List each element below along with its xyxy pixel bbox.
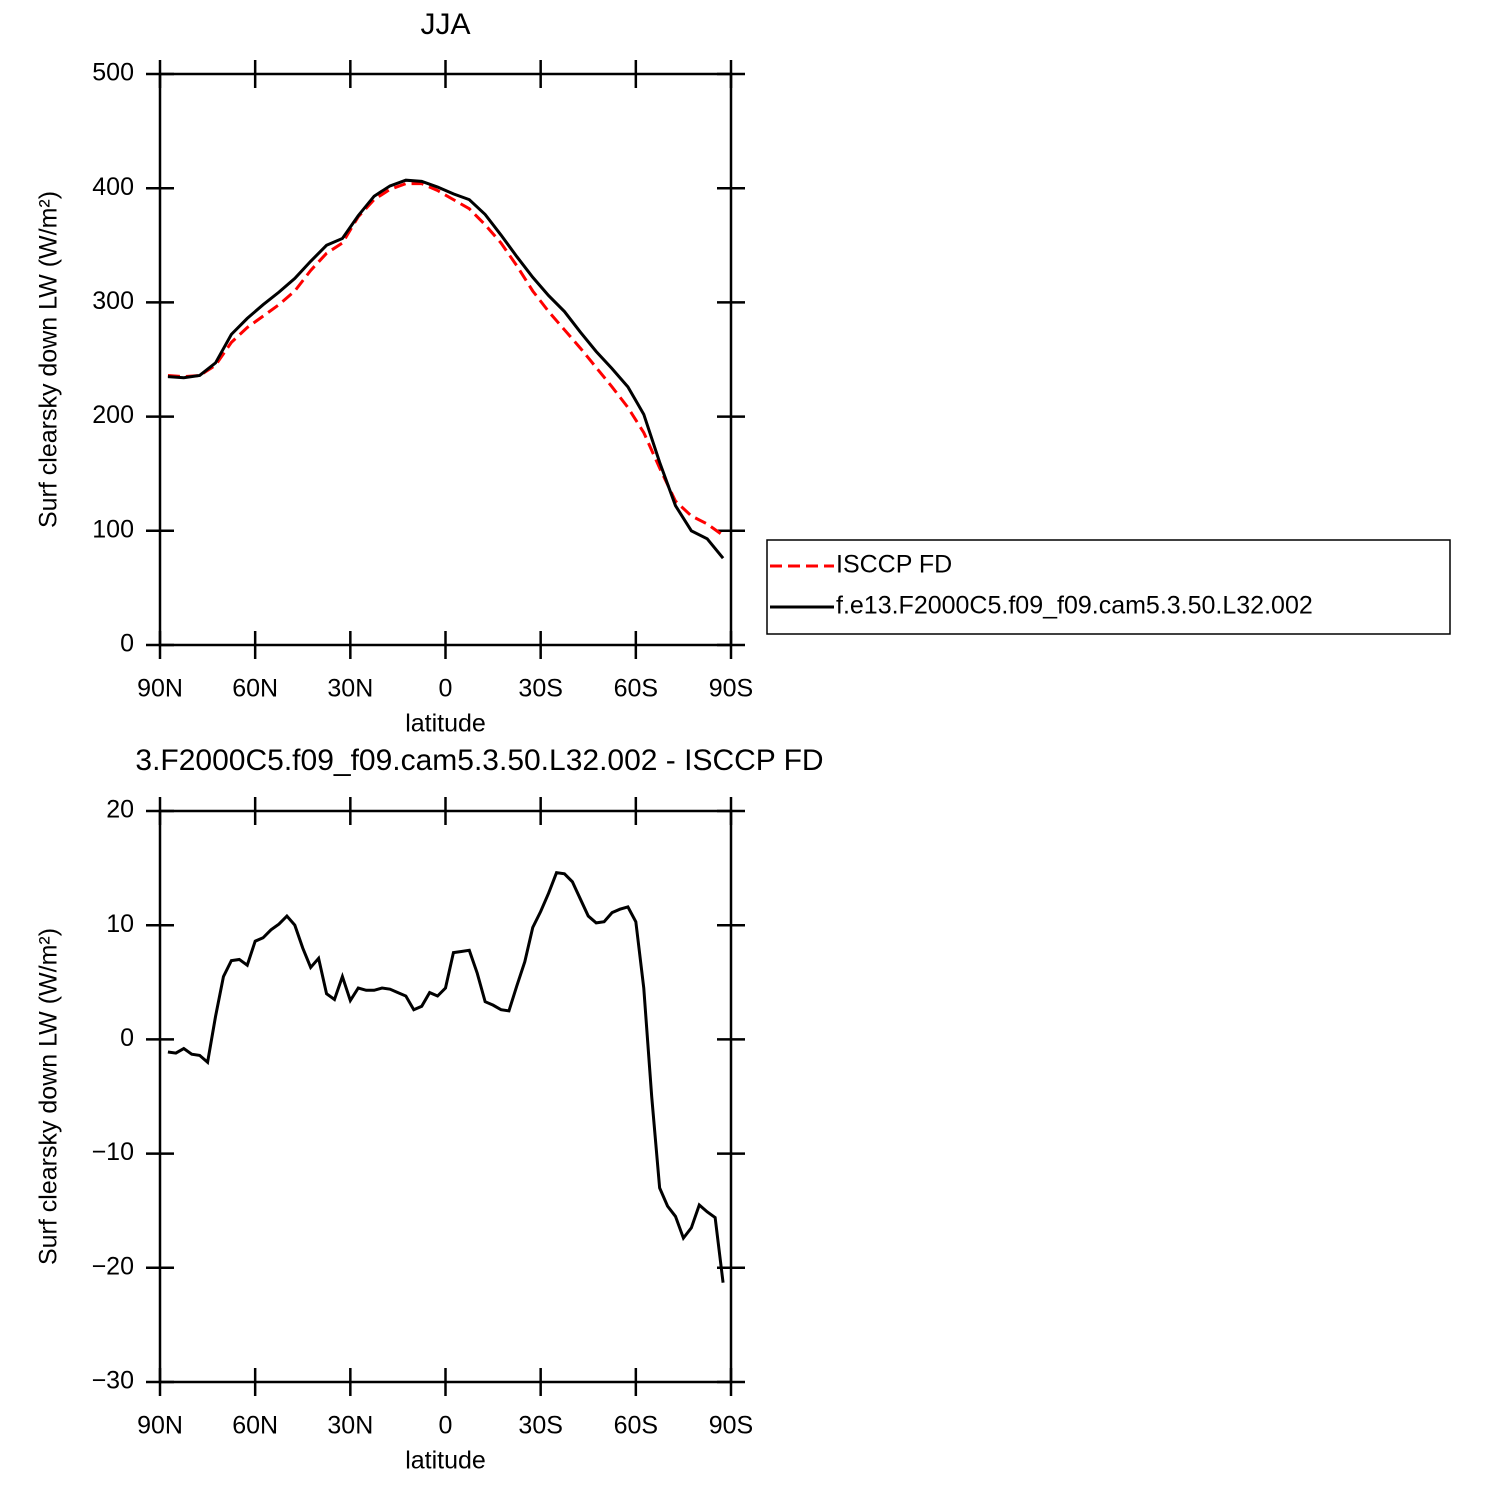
y-tick-label: −30: [92, 1367, 134, 1395]
data-line: [167, 178, 725, 560]
legend-label: ISCCP FD: [836, 551, 952, 579]
data-line: [167, 871, 725, 1283]
x-tick-label: 0: [439, 675, 453, 703]
y-axis-label: Surf clearsky down LW (W/m²): [35, 191, 63, 528]
y-tick-label: 500: [92, 59, 134, 87]
legend-label: f.e13.F2000C5.f09_f09.cam5.3.50.L32.002: [836, 592, 1313, 620]
x-tick-label: 90S: [709, 675, 753, 703]
data-line: [167, 182, 724, 537]
y-tick-label: 20: [106, 796, 134, 824]
x-axis-label: latitude: [405, 1447, 486, 1475]
x-tick-label: 30N: [327, 675, 373, 703]
x-tick-label: 90S: [709, 1412, 753, 1440]
x-tick-label: 60N: [232, 675, 278, 703]
y-axis-label: Surf clearsky down LW (W/m²): [35, 928, 63, 1265]
x-tick-label: 0: [439, 1412, 453, 1440]
x-axis-label: latitude: [405, 710, 486, 738]
x-tick-label: 30S: [518, 1412, 562, 1440]
plot-frame: [158, 72, 733, 647]
x-tick-label: 30S: [518, 675, 562, 703]
x-tick-label: 60S: [614, 675, 658, 703]
y-tick-label: −20: [92, 1252, 134, 1280]
y-tick-label: 400: [92, 173, 134, 201]
y-tick-label: 10: [106, 910, 134, 938]
y-tick-label: −10: [92, 1138, 134, 1166]
y-tick-label: 300: [92, 287, 134, 315]
y-tick-label: 200: [92, 401, 134, 429]
chart-title: JJA: [420, 8, 470, 41]
y-tick-label: 100: [92, 515, 134, 543]
y-tick-label: 0: [120, 630, 134, 658]
x-tick-label: 60N: [232, 1412, 278, 1440]
x-tick-label: 60S: [614, 1412, 658, 1440]
y-tick-label: 0: [120, 1024, 134, 1052]
x-tick-label: 90N: [137, 675, 183, 703]
legend-box: [766, 539, 1451, 635]
x-tick-label: 90N: [137, 1412, 183, 1440]
x-tick-label: 30N: [327, 1412, 373, 1440]
plot-frame: [158, 809, 733, 1384]
chart-title: 3.F2000C5.f09_f09.cam5.3.50.L32.002 - IS…: [135, 744, 823, 777]
